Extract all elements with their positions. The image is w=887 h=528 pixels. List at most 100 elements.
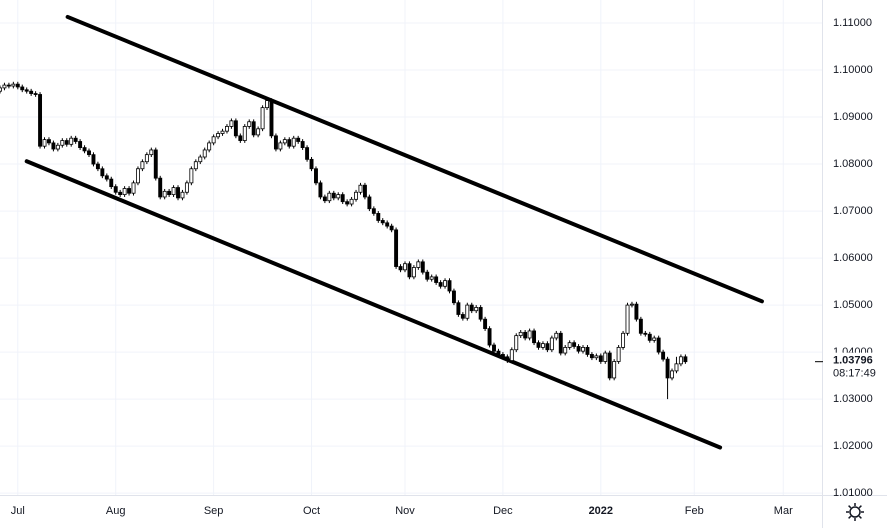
candle-body — [216, 133, 221, 138]
candle-body — [171, 187, 176, 196]
y-tick-label: 1.11000 — [833, 17, 872, 29]
candle-body — [607, 352, 612, 379]
candle-body — [42, 139, 47, 147]
candle-body — [621, 332, 626, 348]
candle-body — [492, 344, 496, 352]
candle-body — [51, 142, 56, 150]
candle-body — [265, 100, 269, 109]
candle-body — [20, 86, 25, 91]
candle-body — [469, 304, 474, 312]
candle-body — [456, 302, 461, 315]
candle-body — [563, 346, 568, 354]
candle-body — [260, 107, 265, 130]
candle-body — [536, 342, 541, 348]
candle-body — [78, 141, 83, 149]
candle-body — [674, 363, 679, 372]
candle-body — [131, 182, 136, 194]
candle-body — [420, 261, 425, 273]
candle-body — [354, 191, 358, 200]
candle-body — [625, 304, 630, 334]
candle-body — [398, 266, 403, 271]
candle-body — [198, 156, 203, 163]
candle-body — [220, 130, 225, 134]
candle-body — [385, 222, 390, 227]
candle-body — [0, 87, 2, 92]
candle-body — [371, 208, 376, 214]
candle-body — [598, 355, 603, 362]
candle-body — [661, 351, 666, 360]
candle-body — [411, 267, 416, 278]
candle-body — [233, 120, 238, 137]
y-tick-label: 1.08000 — [833, 158, 873, 170]
candle-body — [434, 276, 439, 283]
candle-body — [46, 139, 51, 144]
candle-body — [585, 346, 590, 355]
candle-body — [527, 330, 532, 339]
candle-body — [496, 350, 501, 355]
candle-body — [616, 346, 621, 362]
candle-body — [634, 303, 639, 320]
candle-body — [509, 349, 514, 361]
candle-body — [287, 139, 292, 147]
candle-body — [540, 343, 545, 348]
candle-body — [153, 149, 158, 179]
trend-line — [24, 159, 723, 450]
candle-body — [167, 190, 172, 196]
candle-body — [87, 150, 91, 156]
gear-teeth — [846, 503, 864, 521]
y-tick-label: 1.02000 — [833, 440, 873, 452]
candle-body — [100, 168, 105, 177]
candle-body — [193, 161, 198, 170]
candle-body — [576, 346, 581, 352]
y-tick-label: 1.06000 — [833, 252, 873, 264]
candle-body — [273, 135, 278, 150]
candle-body — [416, 261, 421, 268]
grid-layer — [0, 0, 822, 495]
candle-body — [656, 337, 661, 353]
candle-body — [380, 220, 385, 224]
x-tick-label: Mar — [774, 505, 793, 517]
candle-body — [638, 318, 643, 334]
candle-body — [487, 328, 492, 346]
candle-body — [269, 100, 274, 137]
candle-body — [670, 370, 674, 379]
lines-layer — [24, 14, 764, 450]
candle-body — [483, 318, 488, 329]
x-tick-label: Jul — [11, 505, 25, 517]
candle-body — [665, 358, 670, 379]
candle-body — [367, 196, 372, 210]
candle-body — [309, 158, 314, 170]
candle-body — [549, 337, 554, 351]
candle-body — [176, 187, 180, 199]
labels-layer: 1.010001.020001.030001.040001.050001.060… — [11, 17, 881, 517]
candle-body — [118, 191, 123, 196]
candle-body — [113, 186, 118, 193]
candle-body — [518, 331, 523, 337]
settings-icon[interactable] — [846, 503, 864, 521]
candle-body — [300, 141, 305, 149]
candle-body — [474, 307, 479, 312]
candle-body — [24, 89, 29, 92]
candle-body — [104, 175, 109, 180]
candle-body — [136, 168, 140, 184]
candle-body — [567, 342, 572, 348]
y-tick-label: 1.10000 — [833, 64, 873, 76]
countdown-label: 08:17:49 — [833, 368, 876, 380]
candle-body — [322, 196, 327, 202]
candle-body — [211, 136, 216, 144]
trend-line — [65, 14, 764, 304]
candle-body — [554, 332, 559, 339]
candle-body — [242, 126, 247, 141]
x-tick-label: 2022 — [589, 505, 613, 517]
candle-body — [581, 346, 585, 352]
candle-body — [140, 161, 145, 170]
candle-body — [251, 121, 256, 136]
candle-body — [55, 144, 60, 150]
candle-body — [207, 142, 212, 151]
candle-body — [327, 192, 332, 202]
candle-body — [149, 149, 154, 156]
candle-body — [403, 263, 407, 271]
candle-body — [678, 356, 683, 365]
